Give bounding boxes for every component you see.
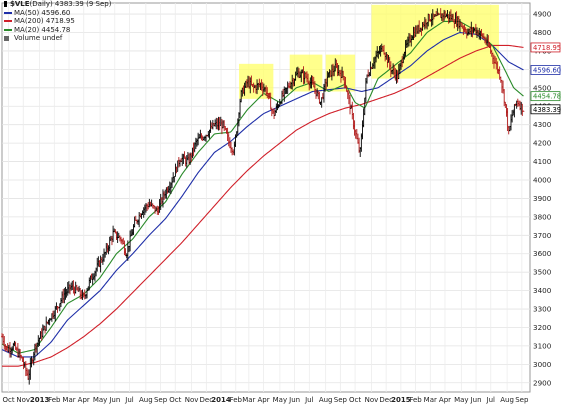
x-tick-label: Oct bbox=[169, 396, 181, 404]
y-tick-label: 4500 bbox=[533, 83, 552, 92]
value-tag-label: 4718.95 bbox=[533, 44, 561, 52]
value-tag-box bbox=[530, 104, 561, 115]
legend-label-volume: Volume undef bbox=[14, 34, 63, 42]
price-bar bbox=[522, 110, 525, 112]
grid-lines bbox=[2, 3, 530, 392]
x-tick-label: Sep bbox=[334, 396, 348, 404]
value-tag-label: 4454.78 bbox=[533, 93, 561, 101]
legend-swatch-ma20 bbox=[4, 28, 12, 31]
legend-title-rest: (Daily) 4383.39 (9 Sep) bbox=[29, 0, 112, 8]
x-tick-label: Nov bbox=[185, 396, 199, 404]
x-tick-label: Apr bbox=[257, 396, 269, 404]
x-tick-label: Sep bbox=[515, 396, 529, 404]
legend-title: $VLE (Daily) 4383.39 (9 Sep) bbox=[4, 0, 111, 9]
x-tick-label: Feb bbox=[48, 396, 61, 404]
y-tick-label: 4300 bbox=[533, 120, 552, 129]
x-tick-label: Oct bbox=[2, 396, 14, 404]
x-tick-label: May bbox=[454, 396, 468, 404]
value-tag-label: 4596.60 bbox=[533, 67, 561, 75]
x-tick-label: Oct bbox=[349, 396, 361, 404]
chart-legend: $VLE (Daily) 4383.39 (9 Sep) MA(50) 4596… bbox=[4, 0, 111, 43]
y-tick-label: 3400 bbox=[533, 286, 552, 295]
x-tick-label: Jun bbox=[470, 396, 482, 404]
legend-swatch-ma200 bbox=[4, 20, 12, 23]
x-tick-label: Jul bbox=[486, 396, 496, 404]
value-tag-box bbox=[530, 42, 561, 53]
legend-symbol: $VLE bbox=[10, 0, 30, 8]
x-tick-label: Nov bbox=[365, 396, 379, 404]
x-tick-label: Feb bbox=[230, 396, 243, 404]
legend-swatch-volume bbox=[4, 35, 9, 41]
x-tick-label: Jun bbox=[108, 396, 120, 404]
y-tick-label: 3700 bbox=[533, 231, 552, 240]
x-tick-label: Jun bbox=[288, 396, 300, 404]
y-tick-label: 3300 bbox=[533, 305, 552, 314]
x-tick-label: Nov bbox=[16, 396, 30, 404]
y-tick-label: 3500 bbox=[533, 268, 552, 277]
value-tag-box bbox=[530, 65, 561, 75]
x-tick-label: Aug bbox=[139, 396, 153, 404]
legend-item-ma50: MA(50) 4596.60 bbox=[4, 9, 111, 18]
legend-label-ma20: MA(20) 4454.78 bbox=[14, 25, 71, 34]
x-tick-label: Jul bbox=[124, 396, 134, 404]
x-tick-label: Aug bbox=[500, 396, 514, 404]
x-tick-label: Aug bbox=[319, 396, 333, 404]
x-tick-label: Mar bbox=[242, 396, 255, 404]
y-tick-label: 3800 bbox=[533, 212, 552, 221]
x-tick-label: Jul bbox=[304, 396, 314, 404]
x-tick-label: Mar bbox=[62, 396, 75, 404]
legend-label-ma200: MA(200) 4718.95 bbox=[14, 17, 75, 25]
series-line-ma200 bbox=[2, 44, 524, 367]
legend-item-ma20: MA(20) 4454.78 bbox=[4, 26, 111, 35]
x-tick-label: May bbox=[273, 396, 287, 404]
y-tick-label: 3000 bbox=[533, 360, 552, 369]
x-tick-label: 2013 bbox=[30, 396, 50, 404]
x-tick-label: May bbox=[93, 396, 107, 404]
legend-item-ma200: MA(200) 4718.95 bbox=[4, 17, 111, 26]
legend-swatch-ma50 bbox=[4, 11, 12, 14]
legend-item-volume: Volume undef bbox=[4, 34, 111, 43]
y-tick-label: 4100 bbox=[533, 157, 552, 166]
y-tick-label: 3200 bbox=[533, 323, 552, 332]
value-tag-label: 4383.39 bbox=[533, 106, 561, 114]
x-tick-label: Mar bbox=[424, 396, 437, 404]
price-bars bbox=[1, 8, 525, 385]
legend-title-swatch bbox=[4, 1, 7, 8]
x-tick-label: Dec bbox=[379, 396, 393, 404]
x-tick-label: Dec bbox=[200, 396, 214, 404]
y-tick-label: 3900 bbox=[533, 194, 552, 203]
y-tick-label: 2900 bbox=[533, 378, 552, 387]
y-tick-label: 4900 bbox=[533, 10, 552, 19]
x-tick-label: 2014 bbox=[211, 396, 231, 404]
y-tick-label: 4200 bbox=[533, 139, 552, 148]
x-tick-label: 2015 bbox=[391, 396, 411, 404]
legend-label-ma50: MA(50) 4596.60 bbox=[14, 8, 71, 17]
value-tag-box bbox=[530, 91, 561, 102]
y-tick-label: 4800 bbox=[533, 28, 552, 37]
x-tick-label: Sep bbox=[154, 396, 168, 404]
y-tick-label: 3600 bbox=[533, 249, 552, 258]
x-tick-label: Apr bbox=[78, 396, 90, 404]
y-tick-label: 4000 bbox=[533, 175, 552, 184]
y-tick-label: 3100 bbox=[533, 341, 552, 350]
x-tick-label: Feb bbox=[409, 396, 422, 404]
x-tick-label: Apr bbox=[439, 396, 451, 404]
series-line-ma50 bbox=[1, 31, 524, 358]
